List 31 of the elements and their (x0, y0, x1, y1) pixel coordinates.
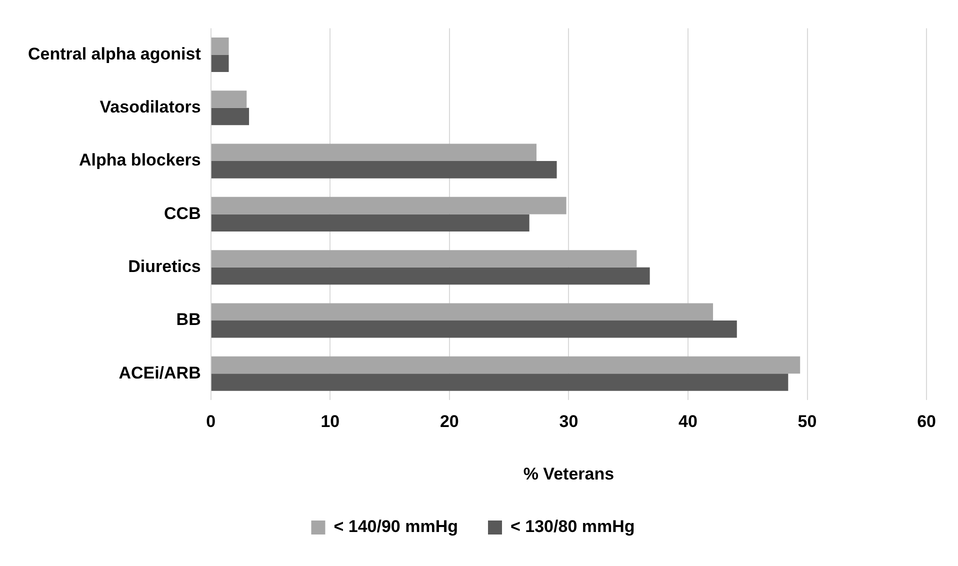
x-tick-label: 40 (678, 412, 698, 432)
bar (211, 356, 800, 374)
y-tick-label: CCB (164, 204, 201, 223)
y-tick-label: BB (176, 310, 201, 330)
bar (211, 250, 637, 268)
bar (211, 214, 530, 232)
bar (211, 196, 566, 214)
x-tick-label: 0 (206, 412, 216, 432)
x-tick-label: 30 (559, 412, 578, 432)
y-tick-label: Central alpha agonist (28, 44, 202, 64)
bar (211, 374, 788, 391)
bar (211, 90, 247, 108)
y-tick-label: Vasodilators (100, 98, 201, 117)
bar (211, 161, 557, 178)
bar (211, 320, 737, 338)
x-tick-label: 20 (440, 412, 459, 432)
bar (211, 303, 714, 320)
legend-label: < 140/90 mmHg (334, 517, 458, 536)
bar (211, 267, 650, 285)
x-tick-label: 10 (320, 412, 340, 432)
bar (211, 108, 250, 126)
x-axis-title: % Veterans (523, 464, 614, 484)
y-tick-label: ACEi/ARB (118, 363, 201, 382)
legend-label: < 130/80 mmHg (510, 517, 635, 536)
x-tick-label: 60 (917, 412, 936, 432)
x-tick-label: 50 (798, 412, 817, 432)
y-tick-label: Alpha blockers (78, 150, 201, 170)
y-tick-label: Diuretics (128, 257, 201, 276)
bar (211, 144, 536, 162)
bar (211, 38, 229, 55)
bar (211, 54, 229, 72)
